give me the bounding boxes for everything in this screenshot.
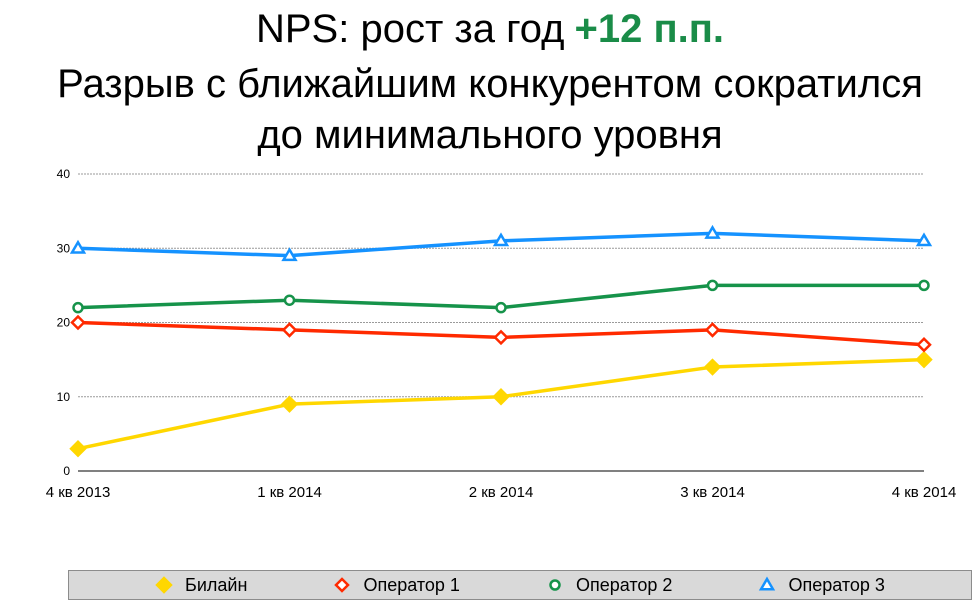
title-text: NPS: рост за год (255, 7, 565, 51)
x-tick-label: 1 кв 2014 (257, 484, 322, 501)
x-tick-label: 4 кв 2014 (892, 484, 957, 501)
legend-label: Оператор 3 (788, 574, 885, 595)
x-tick-label: 3 кв 2014 (680, 484, 745, 501)
series-3 (72, 279, 930, 314)
legend-label: Оператор 2 (575, 574, 673, 595)
y-tick-label: 40 (57, 167, 71, 181)
title-accent: +12 п.п. (574, 7, 725, 51)
legend-marker-icon (759, 576, 776, 591)
y-tick-label: 30 (57, 241, 71, 255)
series-4 (69, 224, 933, 262)
legend-marker-icon (549, 579, 561, 591)
data-point (70, 314, 86, 331)
legend-marker-shape (549, 579, 561, 591)
data-point (492, 388, 510, 406)
data-point (703, 358, 722, 376)
data-point (281, 247, 298, 262)
data-point (283, 294, 296, 306)
legend-marker-shape (334, 577, 351, 593)
data-point (495, 301, 507, 314)
legend-marker-shape (155, 576, 173, 594)
y-tick-label: 20 (57, 316, 71, 330)
data-point (280, 395, 299, 413)
legend-item: Оператор 2 (546, 575, 672, 596)
data-point (915, 350, 933, 369)
series-1 (69, 350, 933, 458)
title-line-3: до минимального уровня (257, 113, 723, 157)
data-point (704, 224, 721, 239)
data-point (915, 232, 933, 247)
title-line-1: NPS: рост за год +12 п.п. (0, 6, 980, 52)
title-line-2: Разрыв с ближайшим конкурентом сократилс… (57, 62, 923, 106)
data-point (918, 279, 930, 292)
legend-marker-icon (334, 577, 351, 593)
legend-item: Оператор 3 (758, 574, 885, 596)
legend-item: Оператор 1 (333, 574, 460, 596)
line-chart: 0 10 20 30 40 4 кв 2013 1 кв 2014 2 кв 2014 3 кв… (46, 167, 957, 501)
series-2 (70, 314, 932, 353)
data-point (72, 301, 84, 314)
y-tick-label: 10 (57, 390, 71, 404)
data-point (493, 329, 509, 346)
data-point (281, 322, 298, 338)
legend-item: Билайн (155, 575, 247, 596)
legend-label: Оператор 1 (363, 574, 460, 595)
legend-label: Билайн (185, 574, 248, 595)
legend-marker-icon (155, 576, 173, 594)
y-tick-label: 0 (63, 464, 70, 478)
data-point (916, 337, 932, 353)
x-tick-label: 4 кв 2013 (46, 484, 111, 501)
data-point (704, 322, 721, 338)
chart-legend: Билайн Оператор 1 Оператор 2 Оператор 3 (68, 570, 972, 600)
data-point (706, 279, 719, 292)
legend-marker-shape (759, 576, 776, 591)
data-point (69, 239, 87, 254)
x-tick-label: 2 кв 2014 (469, 484, 534, 501)
data-point (492, 232, 510, 247)
data-point (69, 440, 87, 458)
